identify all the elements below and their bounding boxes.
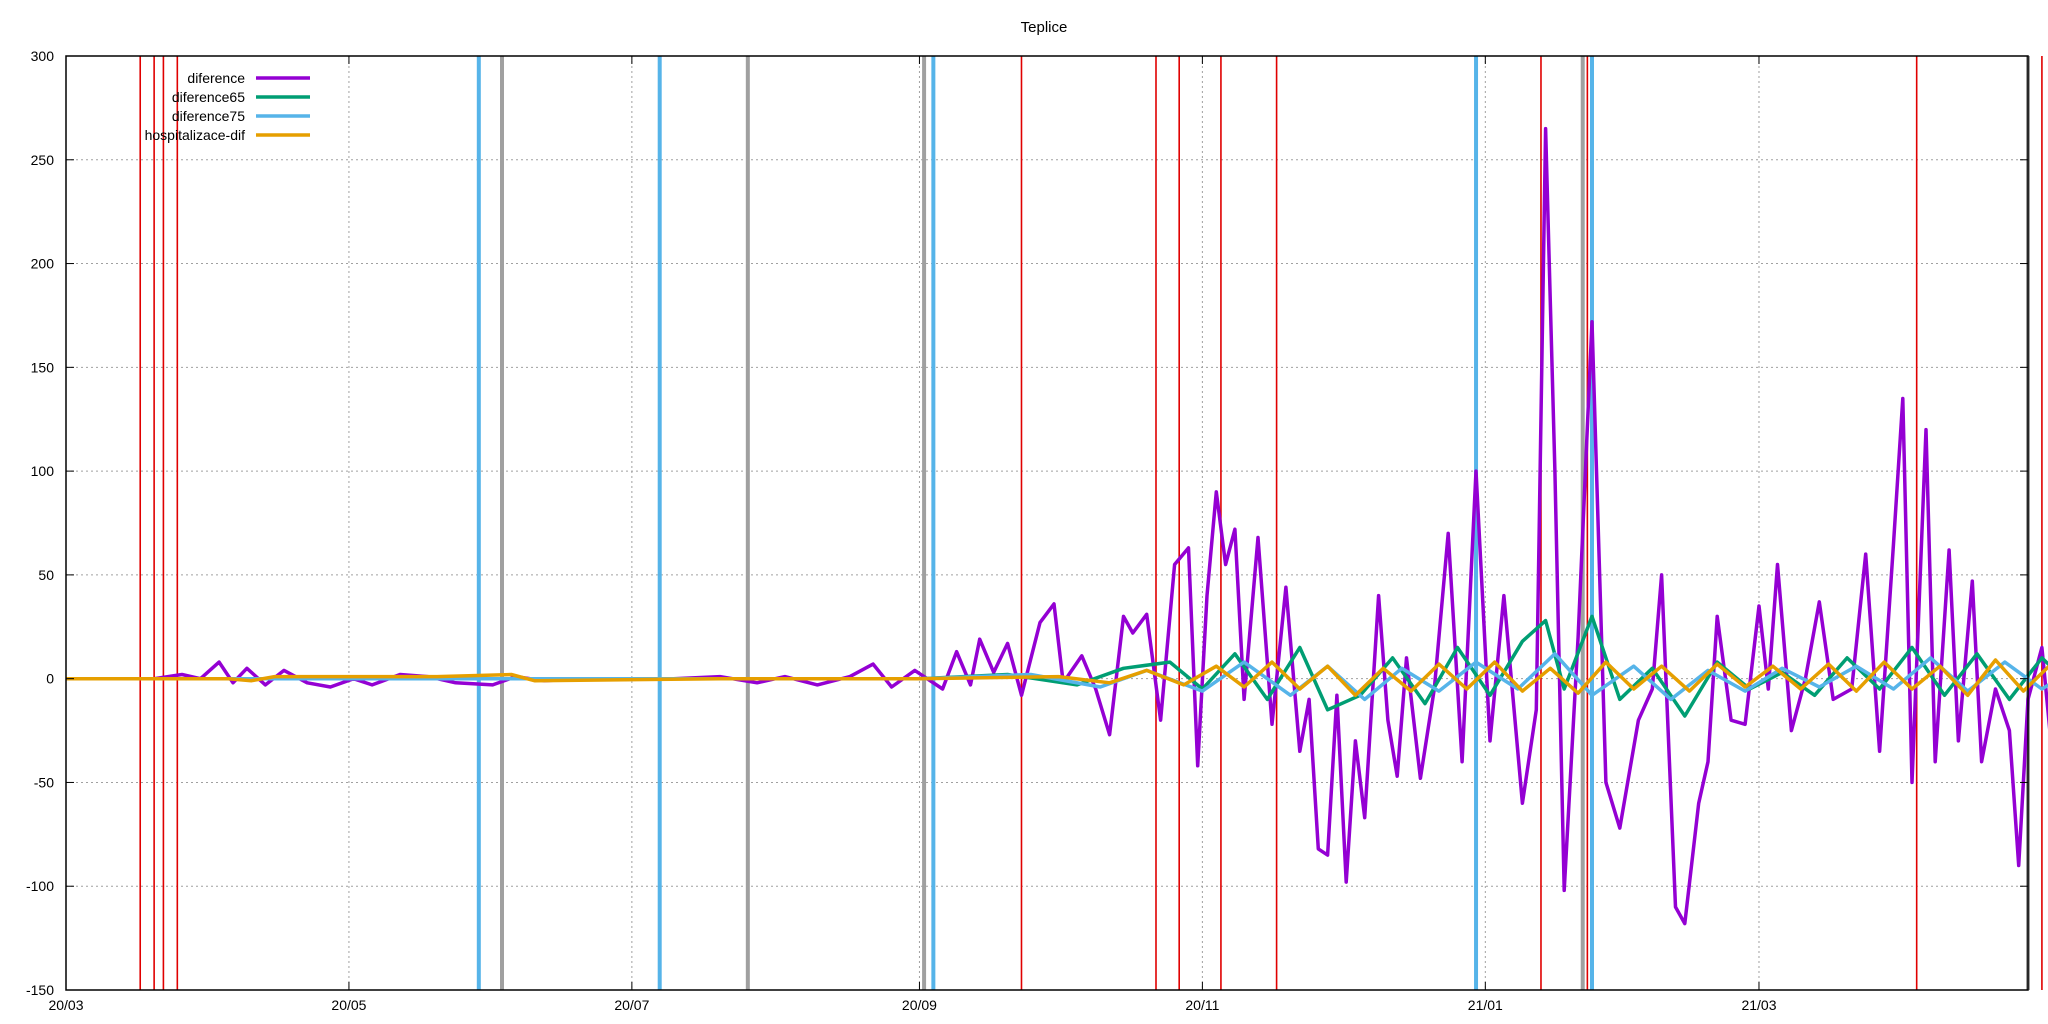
y-tick-label: 200 (31, 256, 55, 272)
series-line-diference (66, 126, 2048, 926)
y-tick-label: 300 (31, 48, 55, 64)
y-tick-label: 250 (31, 152, 55, 168)
x-tick-label: 20/03 (48, 997, 83, 1013)
legend-label: diference75 (172, 108, 245, 124)
plot-frame (65, 55, 2029, 991)
x-tick-label: 20/09 (902, 997, 937, 1013)
series-line-hospitalizace-dif (66, 658, 2048, 698)
legend: diference diference65 diference75 hospitali… (145, 70, 310, 143)
x-tick-label: 20/11 (1185, 997, 1219, 1013)
x-tick-label: 21/03 (1741, 997, 1776, 1013)
event-markers (139, 56, 2043, 990)
y-tick-label: -100 (26, 878, 54, 894)
series-line-diference65 (66, 614, 2048, 718)
y-tick-label: -150 (26, 982, 54, 998)
y-tick-label: 50 (38, 567, 54, 583)
legend-label: diference (187, 70, 245, 86)
x-tick-label: 20/07 (614, 997, 649, 1013)
legend-label: hospitalizace-dif (145, 127, 245, 143)
x-tick-label: 20/05 (331, 997, 366, 1013)
y-tick-label: 100 (31, 463, 55, 479)
y-tick-label: 150 (31, 359, 55, 375)
series-line-diference75 (66, 652, 2048, 702)
grid-lines (66, 56, 2028, 990)
legend-label: diference65 (172, 89, 245, 105)
y-tick-label: -50 (34, 774, 54, 790)
x-tick-label: 21/01 (1468, 997, 1503, 1013)
chart-title: Teplice (1021, 19, 1068, 36)
y-tick-label: 0 (46, 671, 54, 687)
series-lines (66, 126, 2048, 926)
